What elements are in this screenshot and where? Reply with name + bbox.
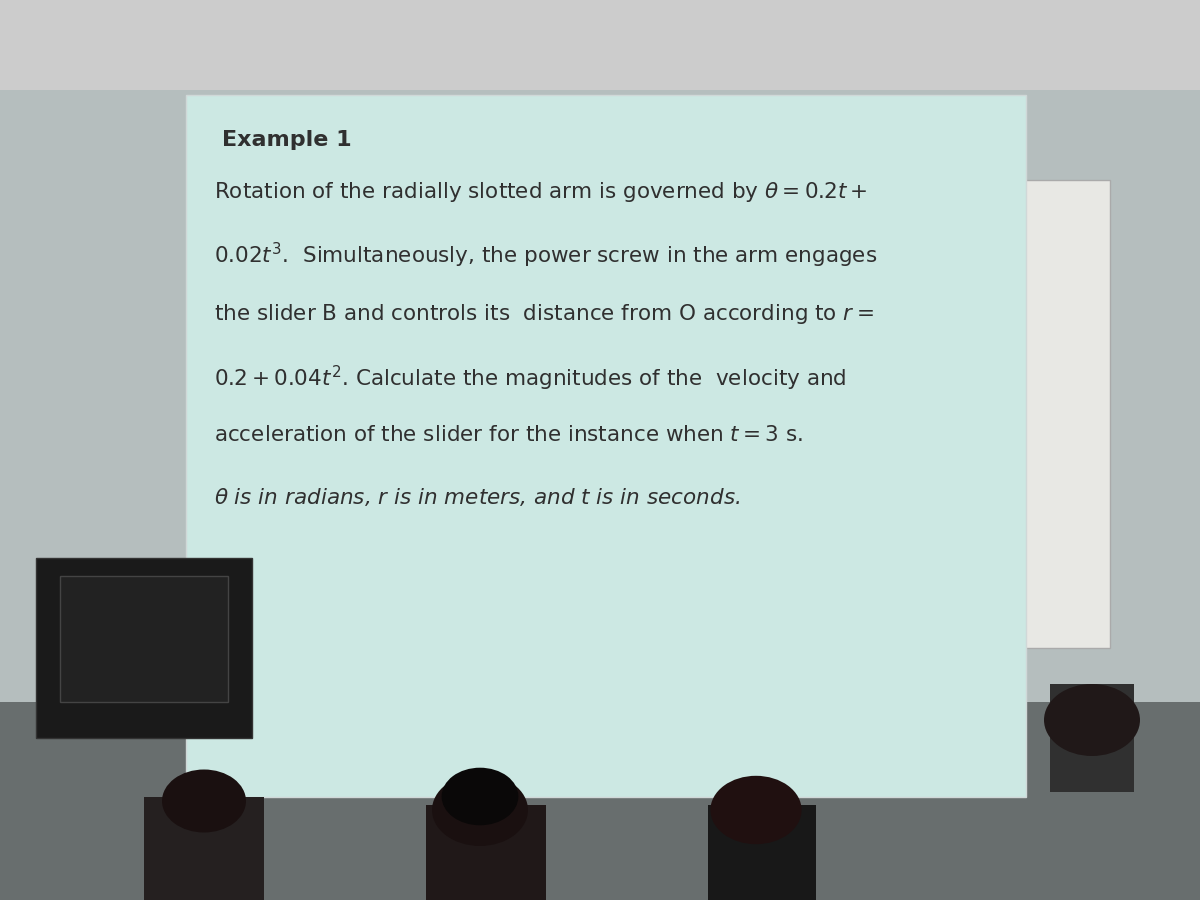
Text: Example 1: Example 1 — [222, 130, 352, 150]
Text: the slider B and controls its  distance from O according to $r =$: the slider B and controls its distance f… — [214, 302, 874, 327]
Text: acceleration of the slider for the instance when $t = 3$ s.: acceleration of the slider for the insta… — [214, 425, 803, 445]
Text: Rotation of the radially slotted arm is governed by $\theta = 0.2t +$: Rotation of the radially slotted arm is … — [214, 180, 868, 204]
Circle shape — [768, 525, 781, 537]
Circle shape — [466, 694, 485, 714]
Text: B: B — [612, 618, 620, 632]
Text: $0.2 + 0.04t^2$. Calculate the magnitudes of the  velocity and: $0.2 + 0.04t^2$. Calculate the magnitude… — [214, 364, 846, 392]
Polygon shape — [581, 595, 644, 654]
Circle shape — [457, 686, 493, 722]
Text: $0.02t^3$.  Simultaneously, the power screw in the arm engages: $0.02t^3$. Simultaneously, the power scr… — [214, 241, 877, 270]
Text: A: A — [757, 497, 767, 512]
Text: $\theta$: $\theta$ — [788, 631, 800, 649]
Polygon shape — [472, 544, 744, 711]
Polygon shape — [732, 535, 760, 562]
Circle shape — [472, 700, 479, 707]
Bar — [450, 755, 500, 763]
Text: $r$: $r$ — [532, 630, 541, 648]
Text: O: O — [442, 693, 454, 707]
Polygon shape — [456, 722, 494, 758]
Polygon shape — [468, 538, 748, 716]
Text: $\theta$ is in radians, $r$ is in meters, and $t$ is in seconds.: $\theta$ is in radians, $r$ is in meters… — [214, 486, 740, 508]
